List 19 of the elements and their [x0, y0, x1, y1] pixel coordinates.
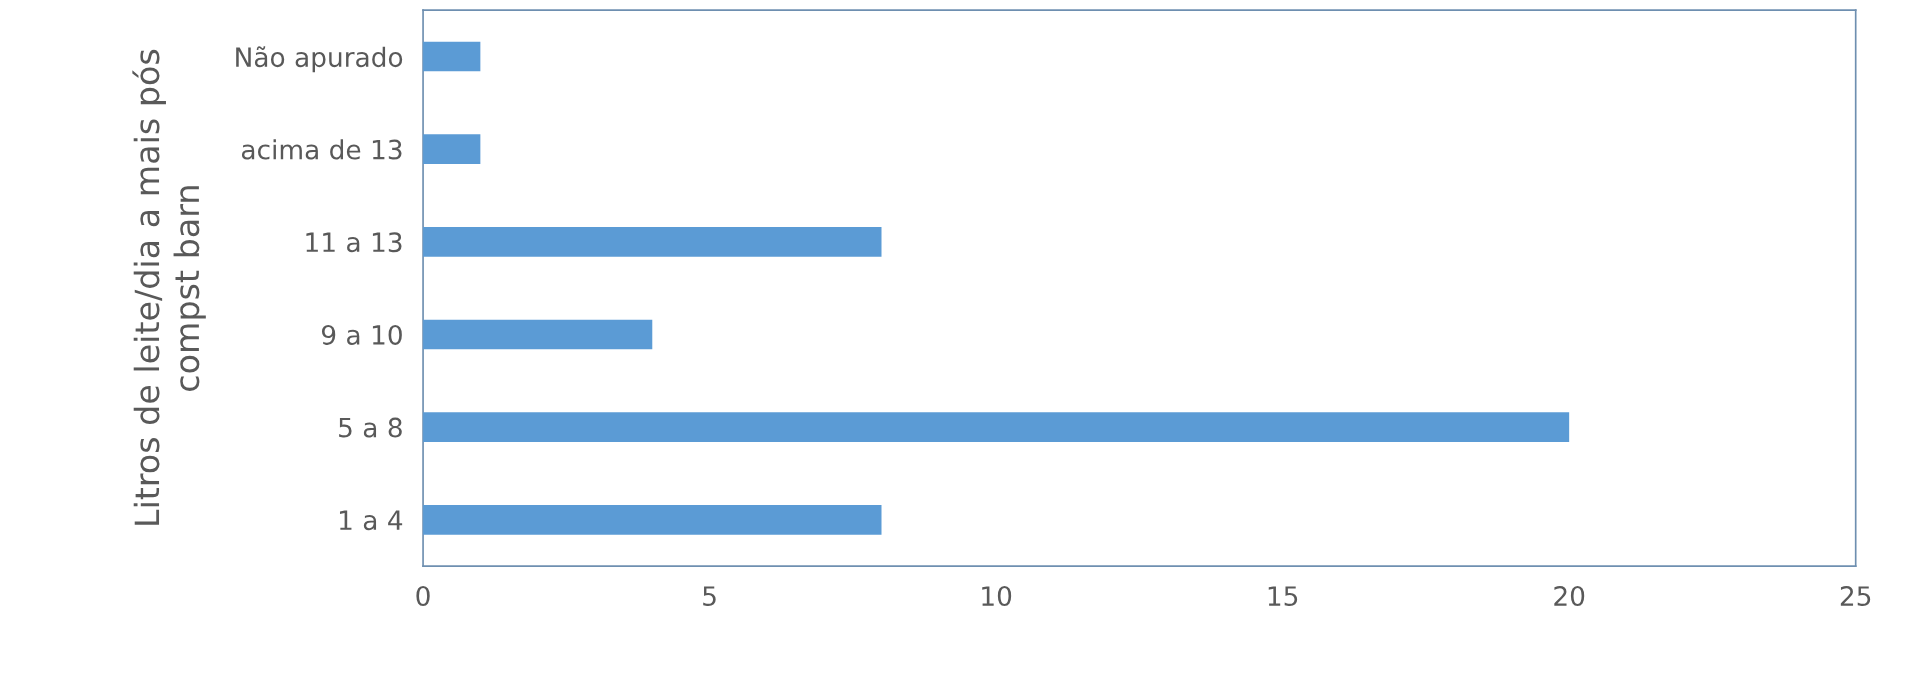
- y-tick-label: Não apurado: [236, 46, 403, 73]
- bar: [423, 319, 653, 350]
- y-tick-label: 1 a 4: [339, 510, 403, 531]
- bar: [423, 504, 882, 535]
- x-tick-label: 15: [1268, 586, 1298, 606]
- x-tick-label: 5: [703, 586, 716, 606]
- y-tick-label: 5 a 8: [339, 417, 402, 438]
- x-tick-label: 25: [1840, 586, 1871, 606]
- bar: [423, 226, 882, 257]
- y-tick-label: 9 a 10: [321, 324, 402, 345]
- y-tick-label: acima de 13: [241, 139, 402, 160]
- y-tick-label: 11 a 13: [306, 232, 402, 253]
- x-tick-label: 0: [416, 586, 430, 606]
- bar: [423, 412, 1570, 442]
- bar: [423, 41, 481, 72]
- bar: [423, 134, 481, 164]
- x-tick-label: 10: [982, 586, 1012, 606]
- x-tick-label: 20: [1554, 586, 1585, 606]
- y-axis-title: Litros de leite/dia a mais pós compst barn: [132, 49, 206, 525]
